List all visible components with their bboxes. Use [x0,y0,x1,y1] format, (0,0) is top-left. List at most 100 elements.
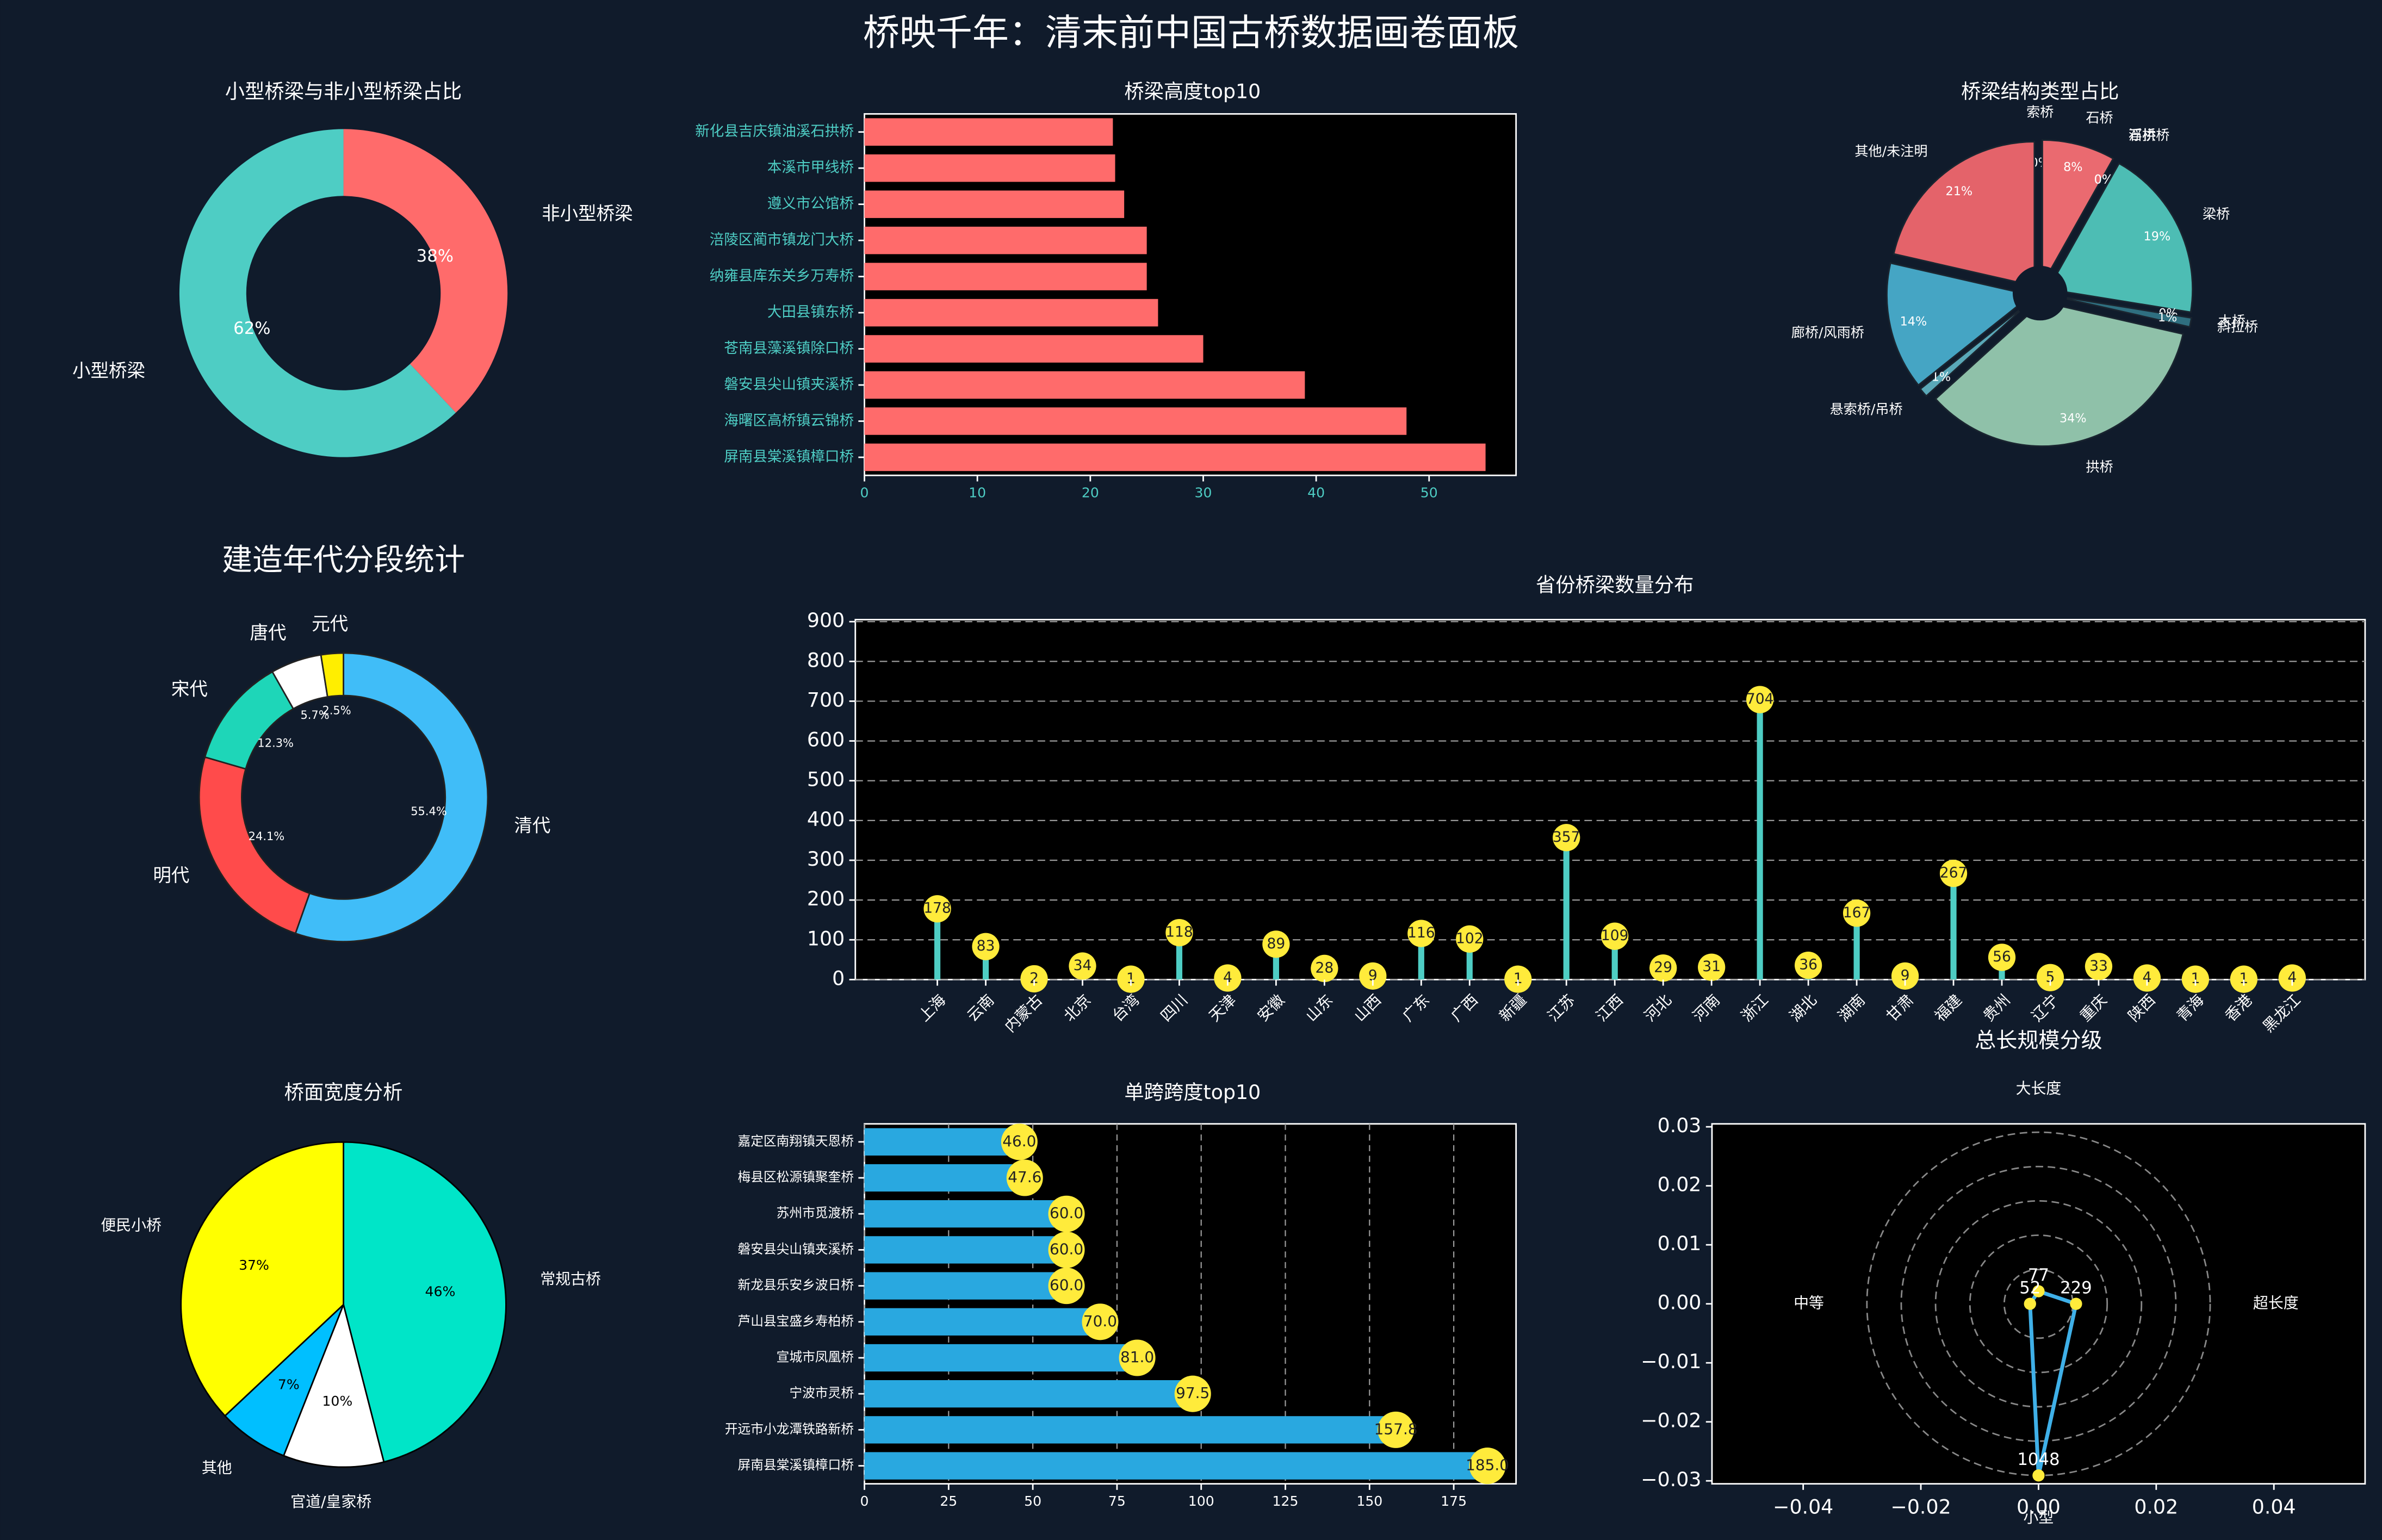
pie-slice [198,756,311,935]
lollipop-marker [2181,965,2210,993]
slice-label: 小型桥梁 [72,360,145,381]
x-tick-label: 0.00 [2017,1495,2061,1518]
y-tick-label: 0.03 [1658,1114,1702,1137]
pie-slice [179,129,456,457]
lollipop-marker [1504,965,1532,993]
y-tick-label: 海曙区高桥镇云锦桥 [724,412,854,429]
bar [864,371,1305,399]
lollipop-marker [972,933,1000,960]
chart-title: 省份桥梁数量分布 [1536,573,1694,597]
value-label: 97.5 [1176,1384,1209,1402]
radar-category: 大长度 [2016,1079,2062,1097]
y-tick-label: 遵义市公馆桥 [767,195,854,212]
lollipop-marker [1456,925,1484,953]
x-tick-label: 20 [1082,485,1099,501]
value-label: 46.0 [1002,1132,1036,1150]
pie-slice [1886,262,2033,387]
page-title: 桥映千年：清末前中国古桥数据画卷面板 [863,11,1519,54]
value-label: 60.0 [1050,1204,1083,1222]
bar [864,190,1125,218]
value-label: 60.0 [1050,1276,1083,1294]
y-tick-label: 500 [807,768,845,791]
bar [864,443,1486,471]
value-label: 4 [1223,969,1232,986]
pie-slice [1893,141,2036,287]
percent-label: 37% [239,1257,269,1273]
chart-title: 单跨跨度top10 [1124,1081,1261,1104]
pie-slice [2042,139,2114,288]
plot-area [854,619,2366,980]
y-tick-label: 苍南县藻溪镇除口桥 [724,340,854,357]
value-label: 28 [1316,959,1334,976]
y-tick-label: 磐安县尖山镇夹溪桥 [737,1241,853,1257]
y-tick-label: 新化县吉庆镇油溪石拱桥 [695,123,854,140]
value-label: 185.0 [1466,1456,1509,1474]
chart-title: 小型桥梁与非小型桥梁占比 [225,79,462,103]
slice-label: 梁桥 [2203,206,2230,222]
slice-label: 木桥 [2218,313,2245,329]
pie-slice [1934,301,2184,447]
y-tick-label: 嘉定区南翔镇天恩桥 [737,1133,853,1148]
bar [864,1236,1067,1264]
slice-label: 唐代 [250,622,287,643]
value-label: 109 [1601,927,1629,944]
bar [864,407,1407,435]
radar-category: 中等 [1794,1294,1824,1312]
chart-title: 建造年代分段统计 [222,542,465,578]
x-tick-label: 100 [1188,1493,1214,1509]
radar-category: 小型 [2024,1508,2054,1526]
slice-label: 明代 [153,865,189,886]
value-label: 9 [1368,967,1378,984]
slice-label: 便民小桥 [101,1216,162,1234]
value-marker [1048,1231,1085,1268]
slice-label: 非小型桥梁 [542,203,632,224]
lollipop-marker [1553,824,1580,852]
percent-label: 2.5% [322,704,351,717]
value-label: 47.6 [1008,1168,1041,1186]
lollipop-marker [2278,964,2306,992]
slice-label: 拱桥 [2086,459,2113,475]
y-tick-label: 600 [807,728,845,752]
y-tick-label: 200 [807,887,845,910]
value-label: 81.0 [1120,1348,1154,1366]
radar-ring [1934,1200,2143,1408]
lollipop-marker [1311,954,1338,983]
bar [864,1200,1067,1228]
y-tick-label: 磐安县尖山镇夹溪桥 [724,376,854,393]
y-tick-label: 宣城市凤凰桥 [777,1349,854,1364]
value-marker [1119,1339,1156,1376]
value-label: 34 [1074,957,1092,974]
lollipop-marker [1698,953,1726,981]
slice-label: 石桥 [2086,110,2113,126]
bar [864,1164,1025,1192]
x-tick-label: 50 [1024,1493,1041,1509]
percent-label: 62% [233,319,270,338]
lollipop-marker [1359,962,1387,990]
radar-ring [1900,1165,2177,1442]
y-tick-label: 0.01 [1658,1232,1702,1255]
chart-title: 桥梁结构类型占比 [1961,79,2119,103]
value-marker [1469,1448,1506,1485]
bar [864,1416,1396,1444]
value-label: 70.0 [1083,1312,1117,1330]
pie-slice [343,129,508,413]
lollipop-marker [2036,964,2064,991]
y-tick-label: 新龙县乐安乡波日桥 [737,1277,853,1293]
percent-label: 34% [2060,412,2087,426]
percent-label: 7% [278,1376,300,1392]
value-label: 116 [1407,924,1435,941]
percent-label: 5.7% [300,709,329,722]
y-tick-label: 本溪市甲线桥 [767,159,854,176]
y-tick-label: 400 [807,808,845,831]
pie-slice [294,652,489,942]
y-tick-label: −0.01 [1641,1350,1701,1373]
slice-label: 清代 [514,815,550,836]
x-tick-label: 0 [860,1493,869,1509]
bar [864,1344,1138,1372]
value-label: 9 [1901,967,1910,984]
radar-marker [2032,1469,2045,1482]
value-label: 29 [1654,959,1672,976]
lollipop-marker [923,895,951,923]
lollipop-marker [2230,965,2258,993]
